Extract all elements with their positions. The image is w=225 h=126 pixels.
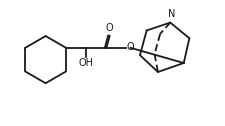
Text: O: O [105,23,113,33]
Text: OH: OH [78,58,93,68]
Text: N: N [167,9,174,19]
Text: O: O [126,42,133,52]
